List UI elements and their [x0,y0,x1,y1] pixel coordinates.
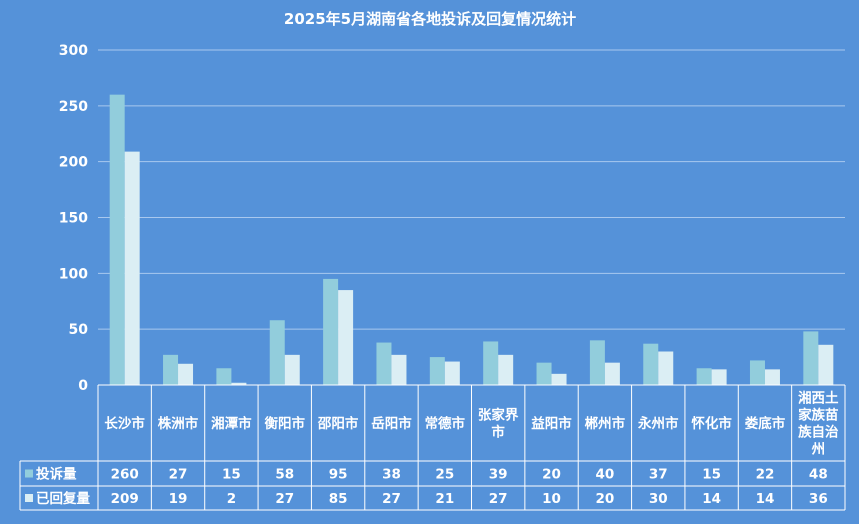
y-axis-ticks: 0 50 100 150 200 250 300 [59,43,88,394]
category-label: 长沙市 [104,415,145,432]
bar-replies [124,151,140,385]
data-value: 15 [222,467,241,483]
category-label: 衡阳市 [265,415,306,432]
category-label: 邵阳市 [317,415,359,432]
data-value: 27 [489,491,508,507]
data-value: 2 [227,491,236,507]
bar-complaints [376,342,392,385]
data-value: 260 [111,467,139,483]
bar-complaints [803,331,819,385]
category-label: 娄底市 [745,415,786,432]
bar-replies [284,354,300,385]
data-value: 30 [649,491,668,507]
bar-complaints [109,94,125,386]
category-label: 永州市 [638,415,679,432]
y-tick-label: 0 [78,378,88,394]
data-value: 10 [542,491,561,507]
bar-complaints [216,368,232,385]
bars [109,94,834,386]
bar-replies [444,361,460,385]
category-label: 郴州市 [585,415,626,432]
data-value: 85 [329,491,348,507]
bar-complaints [483,341,499,385]
bar-complaints [536,362,552,385]
category-label: 州 [811,442,826,458]
data-value: 14 [702,491,721,507]
category-label: 益阳市 [531,415,572,432]
category-label: 怀化市 [691,415,732,432]
y-tick-label: 100 [59,266,88,282]
data-value: 14 [756,491,775,507]
legend-swatch [25,469,33,478]
category-label: 族自治 [798,424,839,441]
category-label: 家族苗 [798,407,839,424]
data-value: 15 [702,467,721,483]
category-label: 株洲市 [158,415,199,432]
bar-replies [338,290,354,385]
data-value: 21 [435,491,454,507]
bar-replies [711,369,727,385]
data-value: 25 [435,467,454,483]
y-tick-label: 50 [69,322,89,338]
data-value: 95 [329,467,348,483]
legend-label: 投诉量 [36,466,77,483]
data-value: 19 [169,491,188,507]
data-value: 39 [489,467,508,483]
bar-complaints [429,357,445,385]
category-label: 湘潭市 [211,415,252,432]
y-tick-label: 150 [59,211,88,227]
bar-replies [178,363,194,385]
y-tick-label: 200 [59,155,88,171]
bar-replies [604,362,620,385]
bar-replies [231,382,247,385]
bar-complaints [749,360,765,385]
data-value: 38 [382,467,401,483]
data-value: 48 [809,467,828,483]
bar-complaints [643,343,659,385]
bar-replies [498,354,514,385]
category-label: 张家界 [478,407,519,424]
y-tick-label: 300 [59,43,88,59]
legend-swatch [25,494,33,502]
bar-complaints [269,320,285,385]
bar-complaints [589,340,605,385]
chart-title: 2025年5月湖南省各地投诉及回复情况统计 [284,10,576,28]
bar-replies [818,344,834,385]
data-value: 27 [275,491,294,507]
category-label: 常德市 [425,415,466,432]
bar-complaints [323,278,339,385]
bar-complaints [696,368,712,385]
bar-replies [764,369,780,385]
data-value: 209 [111,491,139,507]
data-value: 20 [595,491,614,507]
data-value: 20 [542,467,561,483]
data-value: 36 [809,491,828,507]
category-label: 市 [491,424,505,441]
data-value: 27 [382,491,401,507]
legend-label: 已回复量 [36,490,90,507]
y-tick-label: 250 [59,99,88,115]
bar-complaints [163,354,179,385]
category-label: 湘西土 [798,390,839,407]
data-value: 27 [169,467,188,483]
data-value: 22 [756,467,775,483]
bar-replies [391,354,407,385]
category-label: 岳阳市 [371,415,412,432]
grid-lines [98,49,845,330]
data-value: 40 [595,467,614,483]
bar-replies [551,373,567,385]
data-value: 37 [649,467,668,483]
data-value: 58 [275,467,294,483]
bar-replies [658,351,674,385]
